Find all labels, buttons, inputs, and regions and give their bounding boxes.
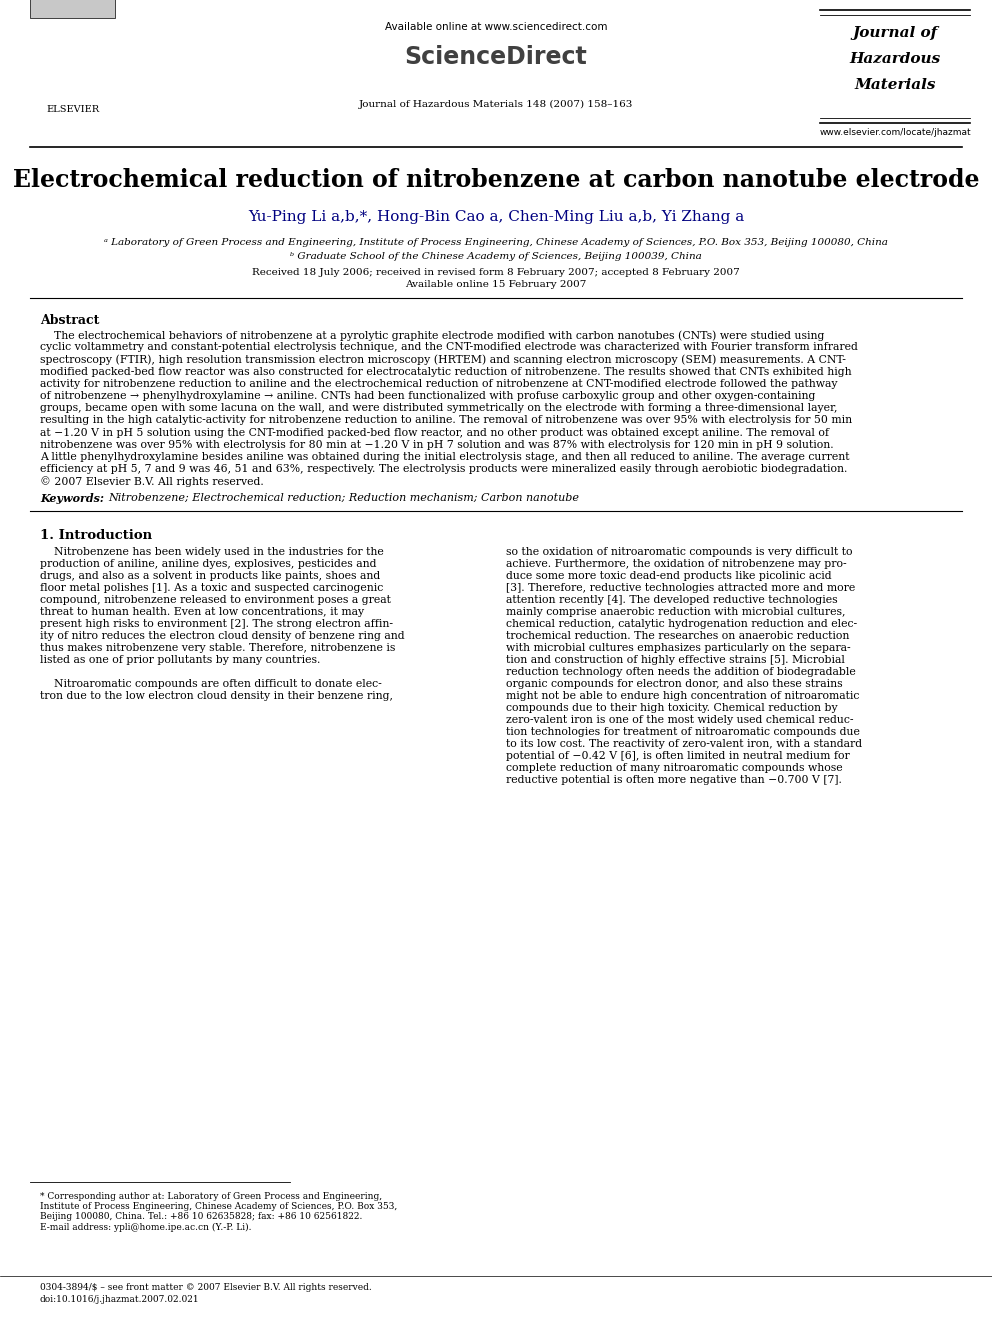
Text: Institute of Process Engineering, Chinese Academy of Sciences, P.O. Box 353,: Institute of Process Engineering, Chines… [40, 1203, 397, 1211]
Text: Hazardous: Hazardous [849, 52, 940, 66]
Text: resulting in the high catalytic-activity for nitrobenzene reduction to aniline. : resulting in the high catalytic-activity… [40, 415, 852, 426]
Text: tion and construction of highly effective strains [5]. Microbial: tion and construction of highly effectiv… [506, 655, 845, 664]
Text: cyclic voltammetry and constant-potential electrolysis technique, and the CNT-mo: cyclic voltammetry and constant-potentia… [40, 343, 858, 352]
Text: A little phenylhydroxylamine besides aniline was obtained during the initial ele: A little phenylhydroxylamine besides ani… [40, 452, 849, 462]
Text: E-mail address: ypli@home.ipe.ac.cn (Y.-P. Li).: E-mail address: ypli@home.ipe.ac.cn (Y.-… [40, 1222, 252, 1232]
Text: drugs, and also as a solvent in products like paints, shoes and: drugs, and also as a solvent in products… [40, 570, 380, 581]
Text: organic compounds for electron donor, and also these strains: organic compounds for electron donor, an… [506, 679, 842, 688]
Text: tron due to the low electron cloud density in their benzene ring,: tron due to the low electron cloud densi… [40, 691, 393, 701]
Text: Available online 15 February 2007: Available online 15 February 2007 [406, 280, 586, 288]
Text: groups, became open with some lacuna on the wall, and were distributed symmetric: groups, became open with some lacuna on … [40, 404, 837, 413]
Text: Yu-Ping Li a,b,*, Hong-Bin Cao a, Chen-Ming Liu a,b, Yi Zhang a: Yu-Ping Li a,b,*, Hong-Bin Cao a, Chen-M… [248, 210, 744, 224]
Text: modified packed-bed flow reactor was also constructed for electrocatalytic reduc: modified packed-bed flow reactor was als… [40, 366, 851, 377]
Text: of nitrobenzene → phenylhydroxylamine → aniline. CNTs had been functionalized wi: of nitrobenzene → phenylhydroxylamine → … [40, 392, 815, 401]
Text: ᵇ Graduate School of the Chinese Academy of Sciences, Beijing 100039, China: ᵇ Graduate School of the Chinese Academy… [290, 251, 702, 261]
Text: Beijing 100080, China. Tel.: +86 10 62635828; fax: +86 10 62561822.: Beijing 100080, China. Tel.: +86 10 6263… [40, 1212, 362, 1221]
Text: might not be able to endure high concentration of nitroaromatic: might not be able to endure high concent… [506, 691, 859, 701]
Text: at −1.20 V in pH 5 solution using the CNT-modified packed-bed flow reactor, and : at −1.20 V in pH 5 solution using the CN… [40, 427, 829, 438]
Text: complete reduction of many nitroaromatic compounds whose: complete reduction of many nitroaromatic… [506, 762, 842, 773]
Text: 0304-3894/$ – see front matter © 2007 Elsevier B.V. All rights reserved.: 0304-3894/$ – see front matter © 2007 El… [40, 1283, 372, 1293]
Text: threat to human health. Even at low concentrations, it may: threat to human health. Even at low conc… [40, 607, 364, 617]
Text: Materials: Materials [854, 78, 935, 93]
Text: tion technologies for treatment of nitroaromatic compounds due: tion technologies for treatment of nitro… [506, 726, 860, 737]
Text: Nitroaromatic compounds are often difficult to donate elec-: Nitroaromatic compounds are often diffic… [40, 679, 382, 688]
Text: efficiency at pH 5, 7 and 9 was 46, 51 and 63%, respectively. The electrolysis p: efficiency at pH 5, 7 and 9 was 46, 51 a… [40, 464, 847, 474]
Text: Abstract: Abstract [40, 314, 99, 327]
Text: potential of −0.42 V [6], is often limited in neutral medium for: potential of −0.42 V [6], is often limit… [506, 750, 850, 761]
Text: production of aniline, aniline dyes, explosives, pesticides and: production of aniline, aniline dyes, exp… [40, 558, 377, 569]
Text: thus makes nitrobenzene very stable. Therefore, nitrobenzene is: thus makes nitrobenzene very stable. The… [40, 643, 396, 652]
Text: present high risks to environment [2]. The strong electron affin-: present high risks to environment [2]. T… [40, 619, 393, 628]
Text: * Corresponding author at: Laboratory of Green Process and Engineering,: * Corresponding author at: Laboratory of… [40, 1192, 382, 1201]
Text: Nitrobenzene; Electrochemical reduction; Reduction mechanism; Carbon nanotube: Nitrobenzene; Electrochemical reduction;… [108, 492, 579, 503]
Text: www.elsevier.com/locate/jhazmat: www.elsevier.com/locate/jhazmat [819, 128, 971, 138]
Text: Nitrobenzene has been widely used in the industries for the: Nitrobenzene has been widely used in the… [40, 546, 384, 557]
Bar [30, 0, 115, 19]
Text: to its low cost. The reactivity of zero-valent iron, with a standard: to its low cost. The reactivity of zero-… [506, 738, 862, 749]
Text: reductive potential is often more negative than −0.700 V [7].: reductive potential is often more negati… [506, 774, 842, 785]
Text: ᵃ Laboratory of Green Process and Engineering, Institute of Process Engineering,: ᵃ Laboratory of Green Process and Engine… [104, 238, 888, 247]
Text: so the oxidation of nitroaromatic compounds is very difficult to: so the oxidation of nitroaromatic compou… [506, 546, 852, 557]
Text: listed as one of prior pollutants by many countries.: listed as one of prior pollutants by man… [40, 655, 320, 664]
Text: Journal of Hazardous Materials 148 (2007) 158–163: Journal of Hazardous Materials 148 (2007… [359, 101, 633, 108]
Text: chemical reduction, catalytic hydrogenation reduction and elec-: chemical reduction, catalytic hydrogenat… [506, 619, 857, 628]
Text: 1. Introduction: 1. Introduction [40, 529, 152, 541]
Text: compound, nitrobenzene released to environment poses a great: compound, nitrobenzene released to envir… [40, 594, 391, 605]
Text: Electrochemical reduction of nitrobenzene at carbon nanotube electrode: Electrochemical reduction of nitrobenzen… [13, 168, 979, 192]
Text: doi:10.1016/j.jhazmat.2007.02.021: doi:10.1016/j.jhazmat.2007.02.021 [40, 1295, 199, 1304]
Text: Journal of: Journal of [852, 26, 937, 40]
Text: attention recently [4]. The developed reductive technologies: attention recently [4]. The developed re… [506, 594, 837, 605]
Text: reduction technology often needs the addition of biodegradable: reduction technology often needs the add… [506, 667, 856, 676]
Text: floor metal polishes [1]. As a toxic and suspected carcinogenic: floor metal polishes [1]. As a toxic and… [40, 582, 383, 593]
Text: Available online at www.sciencedirect.com: Available online at www.sciencedirect.co… [385, 22, 607, 32]
Text: [3]. Therefore, reductive technologies attracted more and more: [3]. Therefore, reductive technologies a… [506, 582, 855, 593]
Text: trochemical reduction. The researches on anaerobic reduction: trochemical reduction. The researches on… [506, 631, 849, 640]
Text: mainly comprise anaerobic reduction with microbial cultures,: mainly comprise anaerobic reduction with… [506, 607, 845, 617]
Text: compounds due to their high toxicity. Chemical reduction by: compounds due to their high toxicity. Ch… [506, 703, 837, 713]
Text: activity for nitrobenzene reduction to aniline and the electrochemical reduction: activity for nitrobenzene reduction to a… [40, 378, 837, 389]
Text: achieve. Furthermore, the oxidation of nitrobenzene may pro-: achieve. Furthermore, the oxidation of n… [506, 558, 846, 569]
Text: ELSEVIER: ELSEVIER [47, 105, 99, 114]
Text: © 2007 Elsevier B.V. All rights reserved.: © 2007 Elsevier B.V. All rights reserved… [40, 476, 264, 487]
Text: spectroscopy (FTIR), high resolution transmission electron microscopy (HRTEM) an: spectroscopy (FTIR), high resolution tra… [40, 355, 846, 365]
Text: duce some more toxic dead-end products like picolinic acid: duce some more toxic dead-end products l… [506, 570, 831, 581]
Text: ScienceDirect: ScienceDirect [405, 45, 587, 69]
Text: The electrochemical behaviors of nitrobenzene at a pyrolytic graphite electrode : The electrochemical behaviors of nitrobe… [40, 329, 824, 340]
Text: zero-valent iron is one of the most widely used chemical reduc-: zero-valent iron is one of the most wide… [506, 714, 853, 725]
Text: with microbial cultures emphasizes particularly on the separa-: with microbial cultures emphasizes parti… [506, 643, 850, 652]
Text: ity of nitro reduces the electron cloud density of benzene ring and: ity of nitro reduces the electron cloud … [40, 631, 405, 640]
Text: nitrobenzene was over 95% with electrolysis for 80 min at −1.20 V in pH 7 soluti: nitrobenzene was over 95% with electroly… [40, 439, 833, 450]
Text: Keywords:: Keywords: [40, 492, 104, 504]
Text: Received 18 July 2006; received in revised form 8 February 2007; accepted 8 Febr: Received 18 July 2006; received in revis… [252, 269, 740, 277]
